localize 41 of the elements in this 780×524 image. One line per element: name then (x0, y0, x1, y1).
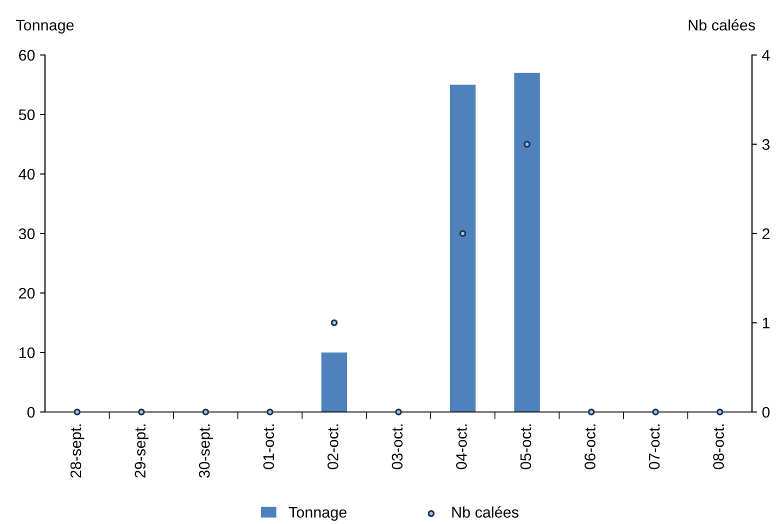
point (716, 408, 724, 416)
x-tick-label: 01-oct. (263, 424, 274, 470)
x-tick-label: 06-oct. (584, 424, 596, 470)
point (524, 140, 530, 148)
y2-tick-label: 4 (762, 50, 770, 61)
x-tick-label: 03-oct. (392, 424, 403, 470)
y-tick-label: 40 (18, 168, 35, 180)
point (395, 408, 402, 416)
legend-label: Tonnage (288, 507, 346, 521)
x-tick-label: 08-oct. (713, 424, 724, 470)
x-tick-label: 29-sept. (134, 424, 149, 478)
y-tick-label: 30 (18, 228, 35, 240)
y2-tick-label: 2 (762, 228, 770, 240)
point (266, 408, 274, 416)
x-tick-label: 07-oct. (648, 424, 660, 470)
point (459, 230, 466, 237)
x-tick-label: 02-oct. (328, 424, 338, 470)
x-tick-label: 30-sept. (198, 424, 213, 478)
bar (514, 72, 540, 412)
y2-tick-label: 0 (762, 406, 770, 418)
x-tick-label: 04-oct. (456, 424, 467, 470)
legend-label: Nb calées (452, 506, 518, 518)
point (74, 408, 81, 416)
point (330, 319, 338, 326)
y-tick-label: 10 (19, 347, 35, 358)
point (652, 408, 660, 416)
bar (450, 84, 476, 412)
y2-tick-label: 3 (762, 139, 770, 150)
y-tick-label: 0 (27, 406, 35, 418)
y2-axis-title: Nb calées (688, 19, 755, 31)
y-tick-label: 60 (19, 50, 35, 61)
x-tick-label: 28-sept. (70, 424, 84, 478)
y2-tick-label: 1 (762, 318, 770, 328)
y-axis-title: Tonnage (16, 20, 74, 34)
x-tick-label: 05-oct. (520, 424, 532, 470)
bar (321, 352, 348, 412)
y-tick-label: 20 (19, 288, 35, 299)
point (588, 408, 595, 416)
point (202, 408, 210, 416)
point (138, 408, 145, 416)
y-tick-label: 50 (18, 109, 35, 120)
